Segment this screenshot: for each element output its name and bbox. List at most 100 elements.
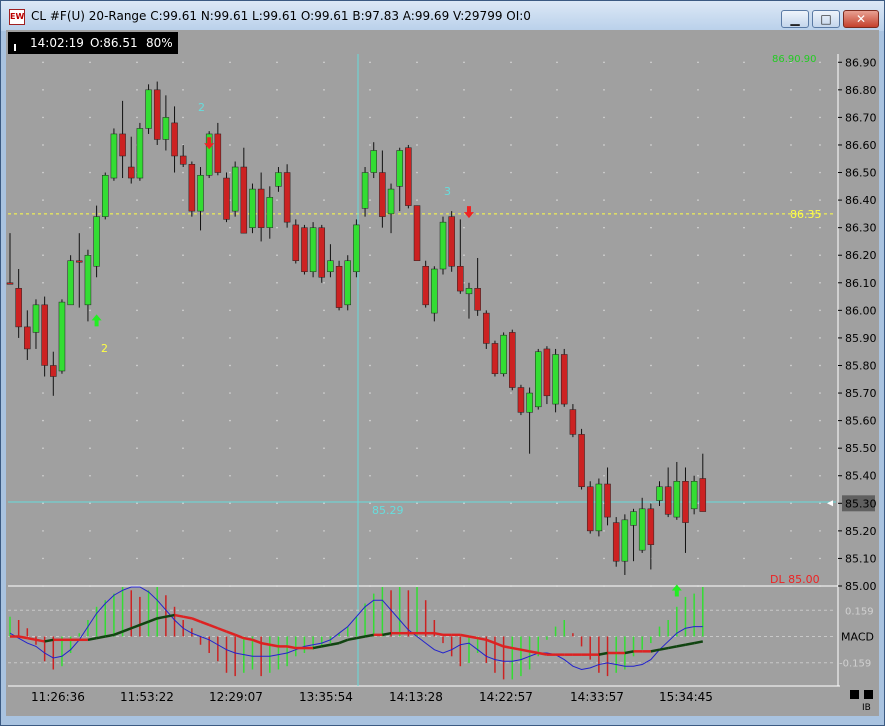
grid-dot xyxy=(510,557,512,560)
candle-body xyxy=(474,288,481,311)
grid-dot xyxy=(89,447,91,449)
grid-dot xyxy=(89,89,91,91)
candle-body xyxy=(127,166,135,179)
candle-body xyxy=(266,197,274,228)
top-level-label: 86.90.90 xyxy=(772,54,817,65)
macd-signal-segment xyxy=(200,620,210,627)
grid-dot xyxy=(323,419,325,422)
grid-dot xyxy=(510,502,512,505)
macd-signal-segment xyxy=(330,641,340,646)
macd-signal-segment xyxy=(208,623,219,630)
grid-dot xyxy=(276,474,278,477)
candle-body xyxy=(58,301,66,372)
grid-dot xyxy=(743,447,745,449)
grid-dot xyxy=(416,364,418,367)
grid-dot xyxy=(323,281,325,284)
grid-dot xyxy=(819,89,821,91)
app-icon: EW xyxy=(9,9,25,25)
candle-body xyxy=(396,150,403,187)
grid-dot xyxy=(369,254,371,257)
grid-dot xyxy=(819,171,821,174)
candle-body xyxy=(405,147,412,206)
grid-dot xyxy=(603,557,605,560)
title-bar[interactable]: EW CL #F(U) 20-Range C:99.61 N:99.61 L:9… xyxy=(1,1,884,31)
grid-dot xyxy=(89,199,91,201)
grid-dot xyxy=(650,474,652,477)
grid-dot xyxy=(603,364,605,367)
grid-dot xyxy=(89,530,91,532)
grid-dot xyxy=(276,144,278,146)
grid-dot xyxy=(416,392,418,394)
grid-dot xyxy=(182,530,184,532)
grid-dot xyxy=(463,502,465,505)
grid-dot xyxy=(743,502,745,505)
grid-dot xyxy=(819,419,821,422)
macd-signal-segment xyxy=(485,638,496,645)
time-tick-label: 14:13:28 xyxy=(389,690,443,704)
close-button[interactable]: ✕ xyxy=(843,10,879,28)
grid-dot xyxy=(416,337,418,339)
grid-dot xyxy=(603,530,605,532)
grid-dot xyxy=(463,364,465,367)
wave-label: 3 xyxy=(444,185,451,198)
grid-dot xyxy=(42,89,44,91)
sell-arrow-icon xyxy=(204,137,215,150)
grid-dot xyxy=(650,309,652,312)
price-tick-label: 85.10 xyxy=(845,552,877,565)
candle-body xyxy=(171,122,178,157)
minimize-button[interactable]: ▁ xyxy=(781,10,809,28)
grid-dot xyxy=(229,171,231,174)
grid-dot xyxy=(463,171,465,174)
candle-body xyxy=(136,128,144,179)
macd-signal-segment xyxy=(434,631,444,637)
buy-arrow-icon xyxy=(91,314,102,327)
grid-dot xyxy=(323,392,325,394)
grid-dot xyxy=(819,281,821,284)
maximize-icon: □ xyxy=(820,12,832,26)
grid-dot xyxy=(603,309,605,312)
macd-signal-segment xyxy=(693,640,704,645)
grid-dot xyxy=(650,392,652,394)
candle-body xyxy=(162,117,170,140)
candle-body xyxy=(205,133,213,176)
panel-toggle-button-1[interactable] xyxy=(850,690,859,699)
grid-dot xyxy=(556,171,558,174)
macd-signal-segment xyxy=(676,643,686,648)
candle-body xyxy=(283,172,291,223)
close-icon: ✕ xyxy=(855,12,867,26)
macd-signal-segment xyxy=(139,620,150,627)
grid-dot xyxy=(790,281,792,284)
candle-body xyxy=(526,392,533,413)
info-bar-marker xyxy=(14,44,16,51)
grid-dot xyxy=(743,89,745,91)
candle-body xyxy=(179,155,187,165)
grid-dot xyxy=(229,447,231,449)
grid-dot xyxy=(510,419,512,422)
macd-signal-segment xyxy=(685,641,695,646)
grid-dot xyxy=(819,530,821,532)
grid-dot xyxy=(790,474,792,477)
grid-dot xyxy=(323,502,325,505)
grid-dot xyxy=(136,419,138,422)
time-tick-label: 11:26:36 xyxy=(31,690,85,704)
candle-body xyxy=(422,265,429,306)
grid-dot xyxy=(556,254,558,257)
grid-dot xyxy=(819,226,821,229)
grid-dot xyxy=(369,171,371,174)
candle-body xyxy=(638,508,646,551)
grid-dot xyxy=(510,171,512,174)
grid-dot xyxy=(790,337,792,339)
grid-dot xyxy=(463,254,465,257)
chart-area[interactable] xyxy=(6,30,879,716)
maximize-button[interactable]: □ xyxy=(812,10,840,28)
grid-dot xyxy=(229,144,231,146)
grid-dot xyxy=(603,419,605,422)
grid-dot xyxy=(229,254,231,257)
info-time: 14:02:19 xyxy=(30,36,84,50)
candle-body xyxy=(197,175,204,212)
grid-dot xyxy=(323,557,325,560)
panel-toggle-button-2[interactable] xyxy=(864,690,873,699)
time-tick-label: 12:29:07 xyxy=(209,690,263,704)
macd-signal-segment xyxy=(512,646,522,651)
